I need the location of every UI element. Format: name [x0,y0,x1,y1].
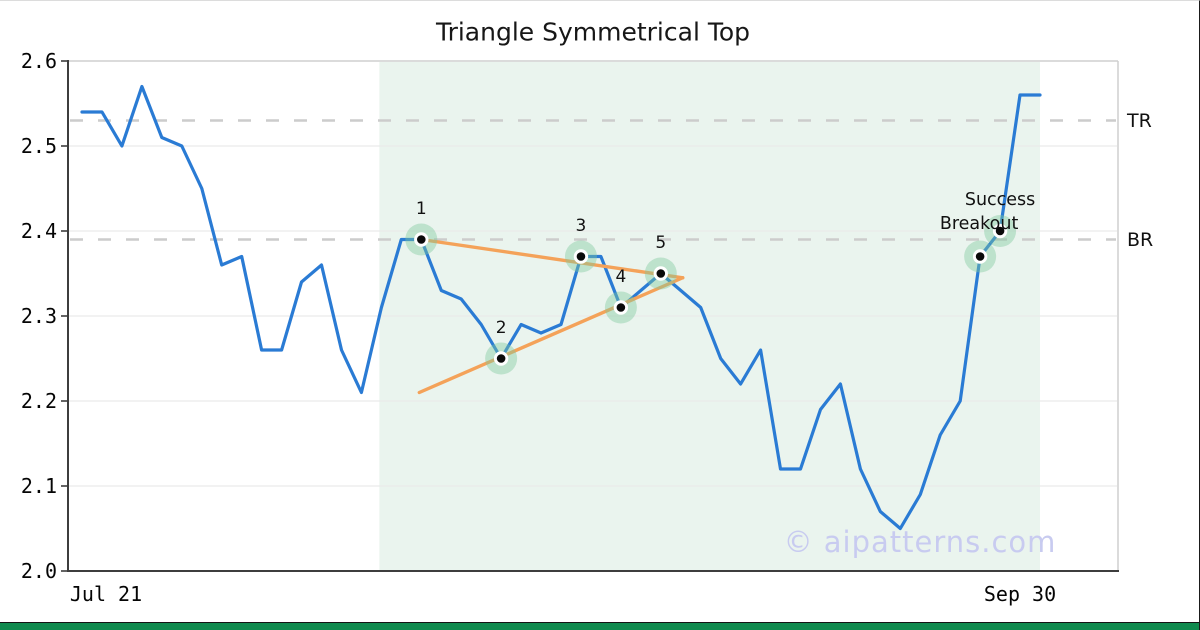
y-axis-tick: 2.3 [20,304,57,328]
marker-dot [496,354,506,363]
pattern-point-label-1: 1 [415,198,427,219]
x-axis-tick-end: Sep 30 [983,582,1057,606]
marker-dot [656,269,666,278]
marker-dot [975,252,985,261]
trendline-upper [419,237,685,280]
level-label-br: BR [1127,228,1154,251]
marker-dot [616,303,626,312]
y-axis-tick: 2.0 [20,559,57,583]
y-axis-tick: 2.1 [20,474,57,498]
annotation-success: Success [964,190,1036,210]
y-axis-tick: 2.6 [20,49,57,73]
watermark: © aipatterns.com [783,525,1057,559]
y-axis-tick: 2.2 [20,389,57,413]
pattern-point-label-3: 3 [575,215,587,236]
x-axis-tick-start: Jul 21 [69,582,143,606]
level-label-tr: TR [1127,109,1152,132]
marker-dot [416,235,426,244]
pattern-point-label-2: 2 [495,317,507,338]
chart-title: Triangle Symmetrical Top [435,17,751,47]
pattern-point-label-4: 4 [615,266,627,287]
y-axis-tick: 2.5 [20,134,57,158]
marker-dot [576,252,586,261]
y-axis-tick: 2.4 [20,219,57,243]
pattern-point-label-5: 5 [655,232,667,253]
marker-dot [995,226,1005,236]
price-line [80,84,1042,531]
annotation-breakout: Breakout [939,214,1019,234]
trendline-lower [417,276,685,395]
bottom-accent-bar [0,622,1199,630]
